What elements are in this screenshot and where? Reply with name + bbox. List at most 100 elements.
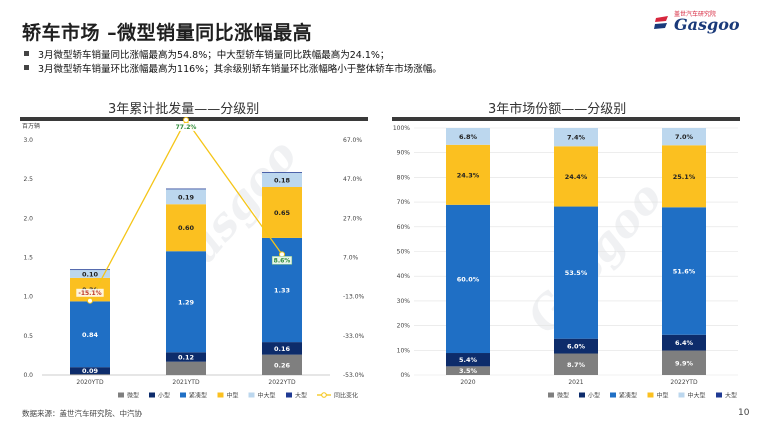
y2-tick-label: -53.0% — [343, 372, 365, 379]
yoy-label-box — [76, 288, 104, 297]
yoy-value-label: 8.6% — [274, 257, 291, 264]
y-tick-label: 100% — [393, 125, 410, 132]
y2-tick-label: 27.0% — [343, 215, 362, 222]
bar-value-label: 60.0% — [457, 275, 480, 283]
bar-segment — [446, 353, 490, 367]
yoy-point — [183, 117, 189, 124]
page-title: 轿车市场 –微型销量同比涨幅最高 — [22, 22, 313, 44]
y-tick-label: 50% — [397, 249, 411, 256]
bar-value-label: 1.33 — [274, 287, 290, 295]
bullet-square-icon — [24, 64, 29, 70]
bar-segment — [446, 128, 490, 145]
legend-label: 小型 — [588, 392, 600, 400]
bar-value-label: 0.18 — [274, 176, 291, 184]
y2-tick-label: 7.0% — [343, 255, 359, 262]
legend-label: 大型 — [725, 392, 737, 400]
bar-value-label: 24.3% — [457, 171, 480, 179]
bullet-list: 3月微型轿车销量同比涨幅最高为54.8%；中大型轿车销量同比跌幅最高为24.1%… — [24, 49, 442, 76]
y-tick-label: 20% — [397, 323, 411, 330]
legend-swatch — [149, 392, 155, 398]
legend-label: 中型 — [657, 392, 669, 400]
bar-value-label: 24.4% — [565, 173, 588, 181]
bar-value-label: 9.9% — [675, 359, 694, 367]
bar-value-label: 1.29 — [178, 298, 195, 306]
bar-segment — [166, 189, 206, 205]
y-tick-label: 0% — [400, 372, 410, 379]
y2-tick-label: 67.0% — [343, 137, 362, 144]
legend-swatch — [610, 392, 616, 398]
bar-segment — [262, 172, 302, 187]
legend-label: 微型 — [127, 392, 139, 400]
bar-value-label: 7.4% — [567, 134, 586, 142]
y-tick-label: 30% — [397, 298, 411, 305]
bar-segment — [446, 144, 490, 205]
legend-swatch — [548, 392, 554, 398]
right-chart-title: 3年市场份额——分级别 — [488, 102, 627, 117]
bar-value-label: 0.09 — [82, 367, 99, 375]
bar-segment — [70, 270, 110, 278]
legend-circle-marker — [321, 392, 327, 398]
y-tick-label: 2.0 — [23, 215, 33, 222]
y-tick-label: 2.5 — [23, 176, 33, 183]
bar-segment — [662, 207, 706, 335]
yoy-label-box — [271, 256, 293, 265]
legend-label: 微型 — [557, 392, 569, 400]
legend-swatch — [248, 392, 255, 398]
y-tick-label: 0.5 — [23, 333, 33, 340]
y2-tick-label: -13.0% — [343, 294, 365, 301]
y-tick-label: 70% — [397, 199, 411, 206]
legend-label: 紧凑型 — [619, 392, 637, 400]
bar-segment — [662, 145, 706, 208]
gasgoo-logo: 盖世汽车研究院 Gasgoo — [654, 6, 746, 40]
bar-segment — [662, 350, 706, 375]
legend-swatch — [118, 392, 124, 398]
bar-segment — [262, 354, 302, 375]
legend-label: 紧凑型 — [189, 392, 207, 400]
bar-value-label: 0.16 — [274, 345, 291, 353]
bullet-text: 3月微型轿车销量同比涨幅最高为54.8%；中大型轿车销量同比跌幅最高为24.1%… — [38, 50, 390, 61]
x-tick-label: 2020 — [460, 379, 475, 386]
bar-segment — [166, 352, 206, 362]
legend-swatch — [180, 392, 186, 398]
bar-value-label: 6.8% — [459, 133, 478, 141]
legend-label: 中大型 — [258, 392, 276, 400]
yoy-label-box — [174, 123, 198, 132]
x-tick-label: 2021 — [568, 379, 583, 386]
bar-segment — [446, 204, 490, 354]
bar-segment — [262, 172, 302, 173]
y-tick-label: 3.0 — [23, 137, 33, 144]
bar-value-label: 0.60 — [178, 224, 195, 232]
page-number: 10 — [738, 408, 750, 418]
bar-value-label: 0.26 — [274, 361, 291, 369]
bullet-item: 3月微型轿车销量环比涨幅最高为116%；其余级别轿车销量环比涨幅略小于整体轿车市… — [24, 63, 442, 77]
logo-flag-icon — [654, 16, 668, 29]
bar-segment — [554, 353, 598, 375]
legend-label: 中大型 — [688, 392, 706, 400]
source-note: 数据来源：盖世汽车研究院、中汽协 — [22, 409, 142, 418]
bar-segment — [262, 187, 302, 238]
legend-label: 中型 — [227, 392, 239, 400]
x-tick-label: 2021YTD — [172, 379, 200, 386]
bullet-item: 3月微型轿车销量同比涨幅最高为54.8%；中大型轿车销量同比跌幅最高为24.1%… — [24, 49, 442, 63]
y-tick-label: 80% — [397, 174, 411, 181]
bar-value-label: 53.5% — [565, 269, 588, 277]
bar-value-label: 0.10 — [82, 270, 99, 278]
y-tick-label: 1.0 — [23, 294, 33, 301]
x-tick-label: 2022YTD — [268, 379, 296, 386]
yoy-value-label: -15.1% — [78, 290, 101, 297]
bar-segment — [662, 128, 706, 146]
bar-segment — [262, 342, 302, 355]
legend-swatch — [647, 392, 654, 398]
bar-value-label: 5.4% — [459, 356, 478, 364]
x-tick-label: 2022YTD — [670, 379, 698, 386]
bar-value-label: 6.0% — [567, 343, 586, 351]
bar-value-label: 0.65 — [274, 209, 291, 217]
bar-segment — [70, 301, 110, 368]
bar-value-label: 3.5% — [459, 367, 478, 375]
bullet-square-icon — [24, 51, 29, 56]
bar-value-label: 0.19 — [178, 193, 195, 201]
bar-segment — [166, 188, 206, 190]
bar-segment — [166, 251, 206, 353]
